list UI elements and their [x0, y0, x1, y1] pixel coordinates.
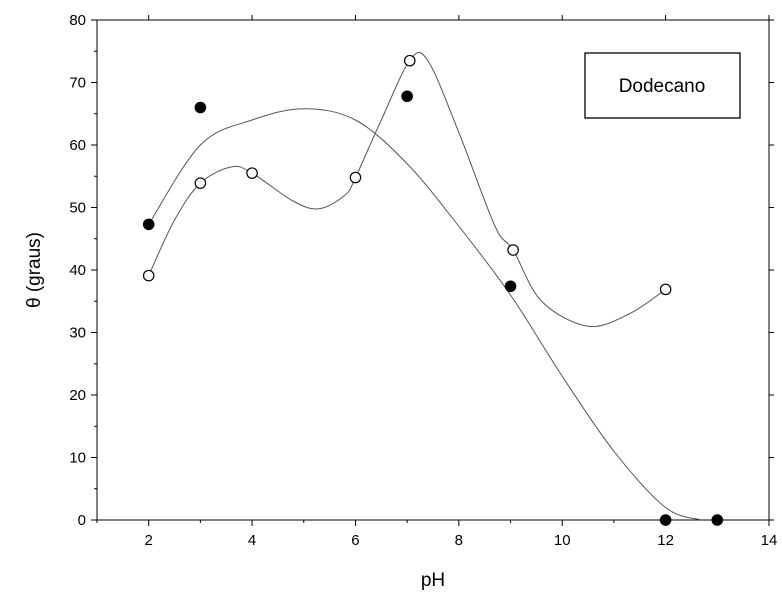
fit-curve-1 — [148, 51, 666, 328]
filled-data-point — [711, 514, 724, 526]
fit-curve-0 — [148, 108, 702, 521]
y-axis-ticks: 0 10 20 30 40 50 60 70 80 — [69, 12, 774, 529]
x-axis-title: pH — [421, 570, 445, 591]
open-data-point — [142, 269, 155, 282]
y-tick-label: 10 — [69, 450, 86, 467]
filled-data-point — [194, 101, 207, 114]
data-markers — [142, 54, 724, 526]
open-data-point — [507, 244, 519, 256]
legend-label: Dodecano — [619, 76, 706, 97]
y-axis-title: θ (graus) — [24, 232, 45, 308]
y-tick-label: 60 — [69, 137, 86, 154]
y-tick-label: 50 — [69, 200, 86, 217]
y-tick-label: 20 — [69, 387, 86, 404]
filled-data-point — [504, 280, 517, 293]
open-data-point — [349, 171, 362, 184]
x-tick-label: 10 — [554, 532, 571, 549]
y-tick-label: 80 — [69, 12, 86, 29]
x-tick-label: 12 — [657, 532, 674, 549]
y-tick-label: 30 — [69, 325, 86, 342]
open-data-point — [403, 54, 416, 67]
x-tick-label: 2 — [145, 532, 153, 549]
open-data-point — [194, 177, 207, 189]
open-data-point — [246, 167, 258, 179]
x-tick-label: 4 — [248, 532, 256, 549]
y-tick-label: 40 — [69, 262, 86, 279]
filled-data-point — [401, 90, 413, 103]
filled-data-point — [142, 218, 155, 231]
legend: Dodecano — [584, 52, 741, 119]
fit-curves — [148, 51, 702, 521]
open-data-point — [659, 283, 672, 296]
legend-box — [584, 52, 741, 119]
y-tick-label: 70 — [69, 75, 86, 92]
x-tick-label: 6 — [351, 532, 359, 549]
filled-data-point — [659, 514, 672, 526]
x-axis-ticks: 2 4 6 8 10 12 14 — [96, 15, 778, 549]
y-tick-label: 0 — [78, 512, 86, 529]
x-tick-label: 14 — [761, 532, 778, 549]
x-tick-label: 8 — [455, 532, 463, 549]
